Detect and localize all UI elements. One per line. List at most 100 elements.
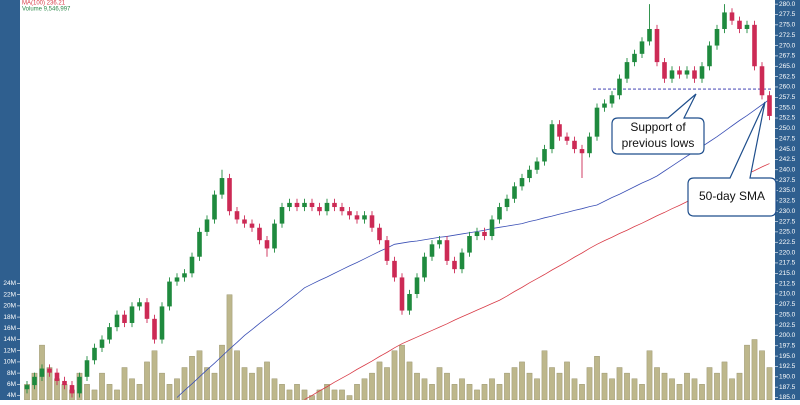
volume-bar — [496, 384, 503, 400]
volume-bar — [459, 378, 465, 400]
volume-bar — [234, 350, 240, 400]
volume-bar — [676, 384, 683, 400]
candle-body — [414, 277, 420, 294]
candle-body — [452, 260, 457, 270]
y-tick-label: 250.0 — [779, 125, 796, 132]
candle-body — [624, 62, 630, 79]
volume-bar — [286, 389, 293, 400]
volume-bar — [264, 361, 270, 400]
y-tick-label: 232.5 — [779, 198, 796, 205]
volume-tick-label: 12M — [3, 347, 16, 354]
volume-bar — [376, 361, 383, 400]
y-tick-label: 225.0 — [779, 229, 796, 236]
volume-bar — [144, 361, 150, 400]
candle-body — [617, 78, 622, 96]
y-tick-label: 195.0 — [779, 353, 796, 360]
volume-bar — [429, 384, 435, 400]
candle-body — [467, 236, 472, 253]
volume-bar — [91, 389, 98, 400]
candle-body — [392, 260, 397, 278]
volume-bar — [759, 350, 765, 400]
y-tick-label: 255.0 — [779, 104, 796, 111]
volume-bar — [399, 344, 405, 400]
volume-bar — [646, 350, 653, 400]
y-tick-label: 257.5 — [779, 94, 796, 101]
volume-bar — [564, 361, 570, 400]
candle-body — [369, 215, 375, 228]
candle-body — [512, 186, 517, 199]
volume-bar — [639, 384, 645, 400]
volume-bar — [421, 378, 428, 400]
candle-body — [242, 219, 247, 224]
candle-body — [309, 202, 315, 208]
candle-body — [482, 231, 487, 237]
candle-body — [212, 194, 217, 220]
y-tick-label: 222.5 — [779, 239, 796, 246]
y-tick-label: 205.0 — [779, 311, 796, 318]
candle-body — [24, 385, 30, 390]
y-tick-label: 200.0 — [779, 332, 796, 339]
candle-body — [684, 70, 690, 75]
y-tick-label: 265.0 — [779, 63, 796, 70]
volume-bar — [451, 384, 458, 400]
volume-bar — [384, 367, 390, 400]
candle-body — [399, 277, 405, 311]
volume-bar — [166, 384, 173, 400]
candle-body — [384, 240, 390, 261]
candle-body — [497, 207, 502, 220]
volume-tick-label: 14M — [3, 336, 16, 343]
volume-bar — [279, 384, 285, 400]
candle-body — [137, 302, 142, 307]
y-tick-label: 280.0 — [779, 1, 796, 8]
volume-bar — [196, 350, 203, 400]
candle-body — [92, 347, 97, 361]
y-tick-label: 275.0 — [779, 22, 796, 29]
volume-bar — [729, 378, 735, 400]
volume-bar — [159, 372, 165, 400]
volume-bar — [181, 367, 188, 400]
volume-bar — [316, 389, 323, 400]
volume-bar — [571, 378, 578, 400]
left-axis-band — [0, 0, 20, 400]
volume-bar — [631, 378, 638, 400]
candle-body — [759, 66, 765, 96]
volume-bar — [99, 372, 105, 400]
volume-bar — [534, 378, 540, 400]
candle-body — [332, 202, 337, 208]
volume-bar — [444, 372, 450, 400]
volume-bar — [219, 344, 225, 400]
volume-bar — [331, 389, 338, 400]
candle-body — [557, 124, 562, 137]
y-tick-label: 187.5 — [779, 384, 796, 391]
candle-body — [362, 215, 367, 220]
callout-text: Support of previous lows — [622, 120, 695, 150]
y-tick-label: 242.5 — [779, 156, 796, 163]
candle-body — [152, 318, 157, 340]
candle-body — [632, 53, 637, 63]
y-tick-label: 260.0 — [779, 84, 796, 91]
volume-bar — [751, 339, 758, 400]
candle-body — [579, 149, 585, 154]
candle-body — [189, 256, 195, 274]
volume-bar — [84, 384, 90, 400]
candle-body — [407, 293, 412, 311]
candle-body — [422, 256, 427, 278]
candle-body — [707, 45, 712, 67]
candle-body — [347, 211, 352, 216]
candle-body — [354, 215, 360, 220]
candle-body — [752, 24, 757, 67]
volume-bar — [481, 384, 488, 400]
y-tick-label: 197.5 — [779, 342, 796, 349]
volume-bar — [114, 389, 120, 400]
y-tick-label: 245.0 — [779, 146, 796, 153]
volume-bar — [174, 378, 180, 400]
volume-bar — [346, 395, 353, 400]
candle-body — [722, 12, 727, 29]
y-tick-label: 230.0 — [779, 208, 796, 215]
candle-body — [699, 66, 705, 79]
volume-bar — [654, 367, 660, 400]
volume-bar — [391, 350, 398, 400]
volume-bar — [744, 344, 750, 400]
candle-body — [264, 240, 270, 249]
